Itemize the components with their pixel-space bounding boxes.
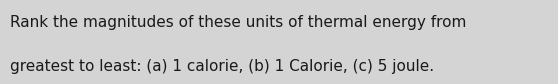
Text: greatest to least: (a) 1 calorie, (b) 1 Calorie, (c) 5 joule.: greatest to least: (a) 1 calorie, (b) 1 … <box>10 59 434 74</box>
Text: Rank the magnitudes of these units of thermal energy from: Rank the magnitudes of these units of th… <box>10 15 466 30</box>
